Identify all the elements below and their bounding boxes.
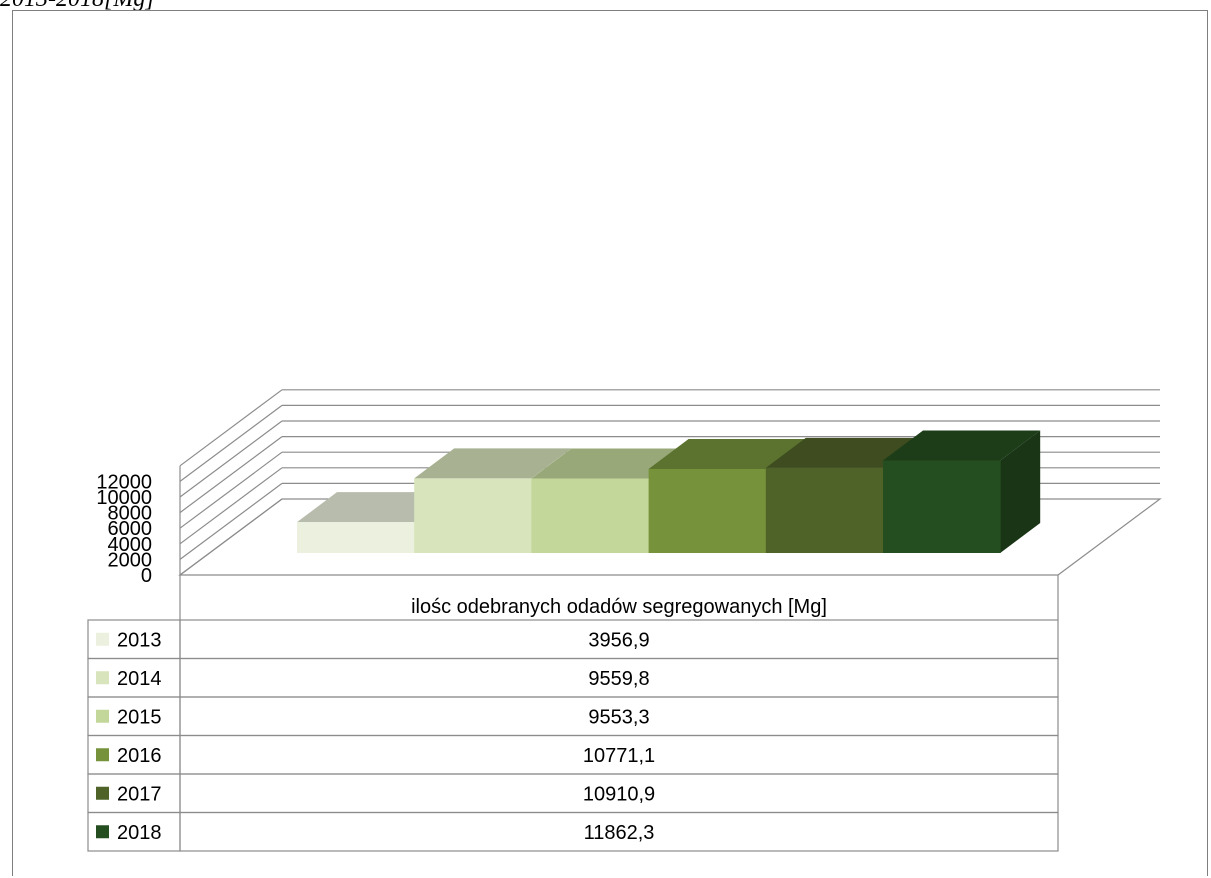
table-row-value: 10910,9 [583, 783, 655, 805]
y-tick-label: 8000 [108, 503, 153, 525]
data-table: ilośc odebranych odadów segregowanych [M… [87, 575, 1059, 852]
bar [297, 522, 415, 553]
legend-key [96, 709, 109, 723]
legend-key [96, 825, 109, 839]
table-row-value: 9559,8 [588, 668, 649, 690]
bar [648, 468, 767, 553]
table-row-year: 2015 [117, 706, 162, 728]
gridline-side [179, 436, 283, 514]
bar [883, 460, 1001, 553]
gridline-side [179, 389, 283, 467]
table-row-value: 9553,3 [588, 706, 649, 728]
table-row-year: 2018 [117, 822, 162, 844]
bar-top [883, 430, 1041, 461]
bar-top [648, 438, 806, 469]
legend-key [96, 671, 109, 685]
table-row-value: 11862,3 [584, 822, 655, 844]
table-row-value: 10771,1 [583, 745, 655, 767]
gridline-side [179, 451, 283, 529]
bar [765, 467, 884, 553]
bar [531, 478, 650, 553]
legend-key [96, 786, 109, 800]
y-tick-label: 6000 [108, 518, 153, 540]
chart-frame [12, 10, 1208, 876]
bar-side [1000, 430, 1041, 553]
table-row-year: 2014 [117, 668, 162, 690]
chart-caption: 2013-2018[Mg] [0, 0, 155, 13]
gridline-side [179, 467, 283, 545]
bars [297, 430, 1041, 553]
chart-floor [178, 498, 1162, 576]
gridline-side [179, 404, 283, 482]
table-row-value: 3956,9 [588, 629, 649, 651]
y-tick-label: 2000 [108, 549, 153, 571]
bar [414, 478, 532, 553]
y-tick-label: 12000 [96, 471, 152, 493]
gridline-side [179, 420, 283, 498]
table-row-year: 2017 [117, 783, 162, 805]
legend-key [96, 632, 109, 646]
y-tick-label: 4000 [108, 534, 153, 556]
gridline-side [179, 482, 283, 560]
bar-top [414, 448, 572, 479]
y-tick-label: 0 [141, 565, 152, 587]
y-tick-label: 10000 [96, 487, 152, 509]
table-row-value-cell [179, 811, 1059, 852]
table-row-year: 2016 [117, 745, 162, 767]
legend-key [96, 748, 109, 762]
data-table-header: ilośc odebranych odadów segregowanych [M… [411, 596, 827, 618]
table-row-year: 2013 [117, 629, 162, 651]
